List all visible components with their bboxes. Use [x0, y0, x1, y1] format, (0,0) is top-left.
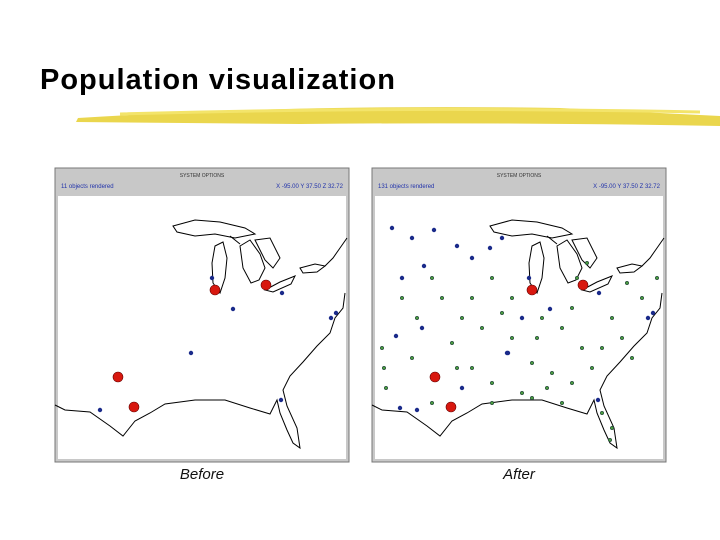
- city-dot-small: [539, 315, 545, 321]
- city-dot-small: [574, 275, 580, 281]
- window-title: SYSTEM OPTIONS: [180, 173, 225, 179]
- city-dot-small: [429, 275, 435, 281]
- city-dot-small: [607, 437, 613, 443]
- city-dot: [421, 263, 427, 269]
- city-dot-small: [549, 370, 555, 376]
- city-dot: [393, 333, 399, 339]
- city-dot-small: [529, 360, 535, 366]
- city-dot: [547, 306, 553, 312]
- coords-text: X -95.00 Y 37.50 Z 32.72: [593, 184, 660, 190]
- city-dot-small: [379, 345, 385, 351]
- city-dot: [459, 385, 465, 391]
- coords-text: X -95.00 Y 37.50 Z 32.72: [276, 184, 343, 190]
- city-dot-small: [624, 280, 630, 286]
- city-dot-small: [383, 385, 389, 391]
- city-dot-small: [489, 275, 495, 281]
- city-dot: [504, 350, 510, 356]
- city-dot-small: [519, 390, 525, 396]
- status-text: 11 objects rendered: [61, 184, 114, 190]
- city-dot-small: [381, 365, 387, 371]
- city-dot-large: [260, 279, 272, 291]
- city-dot-small: [509, 295, 515, 301]
- city-dot-small: [569, 305, 575, 311]
- city-dot-small: [569, 380, 575, 386]
- panel-caption: Before: [179, 466, 225, 483]
- brush-highlight: [119, 107, 701, 116]
- city-dot-small: [399, 295, 405, 301]
- city-dot-small: [639, 295, 645, 301]
- city-dot-small: [619, 335, 625, 341]
- city-dot: [414, 407, 420, 413]
- city-dot: [97, 407, 103, 413]
- slide-title: Population visualization: [40, 64, 396, 96]
- city-dot-small: [409, 355, 415, 361]
- city-dot: [389, 225, 395, 231]
- city-dot: [278, 397, 284, 403]
- city-dot-small: [589, 365, 595, 371]
- window-title: SYSTEM OPTIONS: [497, 173, 542, 179]
- city-dot-small: [654, 275, 660, 281]
- city-dot: [328, 315, 334, 321]
- city-dot-large: [209, 284, 221, 296]
- city-dot-small: [629, 355, 635, 361]
- city-dot-small: [414, 315, 420, 321]
- city-dot: [399, 275, 405, 281]
- city-dot: [526, 275, 532, 281]
- city-dot: [230, 306, 236, 312]
- city-dot-large: [112, 371, 124, 383]
- city-dot-small: [609, 315, 615, 321]
- city-dot-small: [599, 410, 605, 416]
- city-dot-small: [559, 400, 565, 406]
- city-dot-small: [429, 400, 435, 406]
- map-area: [58, 196, 346, 459]
- city-dot: [454, 243, 460, 249]
- city-dot-large: [445, 401, 457, 413]
- city-dot-small: [579, 345, 585, 351]
- city-dot: [487, 245, 493, 251]
- city-dot-small: [599, 345, 605, 351]
- status-text: 131 objects rendered: [378, 184, 434, 190]
- city-dot-small: [609, 425, 615, 431]
- city-dot: [188, 350, 194, 356]
- city-dot: [596, 290, 602, 296]
- city-dot-large: [128, 401, 140, 413]
- city-dot-small: [479, 325, 485, 331]
- city-dot: [519, 315, 525, 321]
- city-dot-small: [509, 335, 515, 341]
- city-dot: [333, 310, 339, 316]
- city-dot: [499, 235, 505, 241]
- panel-caption: After: [503, 466, 535, 483]
- city-dot-small: [529, 395, 535, 401]
- city-dot: [595, 397, 601, 403]
- city-dot: [650, 310, 656, 316]
- city-dot: [409, 235, 415, 241]
- city-dot: [645, 315, 651, 321]
- map-window: SYSTEM OPTIONS 11 objects rendered X -95.0…: [54, 167, 350, 463]
- city-dot: [209, 275, 215, 281]
- city-dot: [397, 405, 403, 411]
- city-dot-small: [534, 335, 540, 341]
- city-dot-large: [526, 284, 538, 296]
- city-dot-small: [559, 325, 565, 331]
- city-dot-small: [454, 365, 460, 371]
- city-dot-small: [544, 385, 550, 391]
- city-dot: [431, 227, 437, 233]
- map-window: SYSTEM OPTIONS 131 objects rendered X -95.…: [371, 167, 667, 463]
- city-dot-small: [439, 295, 445, 301]
- city-dot-large: [577, 279, 589, 291]
- city-dot-small: [459, 315, 465, 321]
- city-dot-small: [584, 260, 590, 266]
- city-dot-small: [469, 295, 475, 301]
- city-dot-large: [429, 371, 441, 383]
- city-dot-small: [499, 310, 505, 316]
- city-dot-small: [489, 380, 495, 386]
- city-dot-small: [469, 365, 475, 371]
- city-dot-small: [489, 400, 495, 406]
- city-dot-small: [449, 340, 455, 346]
- city-dot: [419, 325, 425, 331]
- city-dot: [469, 255, 475, 261]
- city-dot: [279, 290, 285, 296]
